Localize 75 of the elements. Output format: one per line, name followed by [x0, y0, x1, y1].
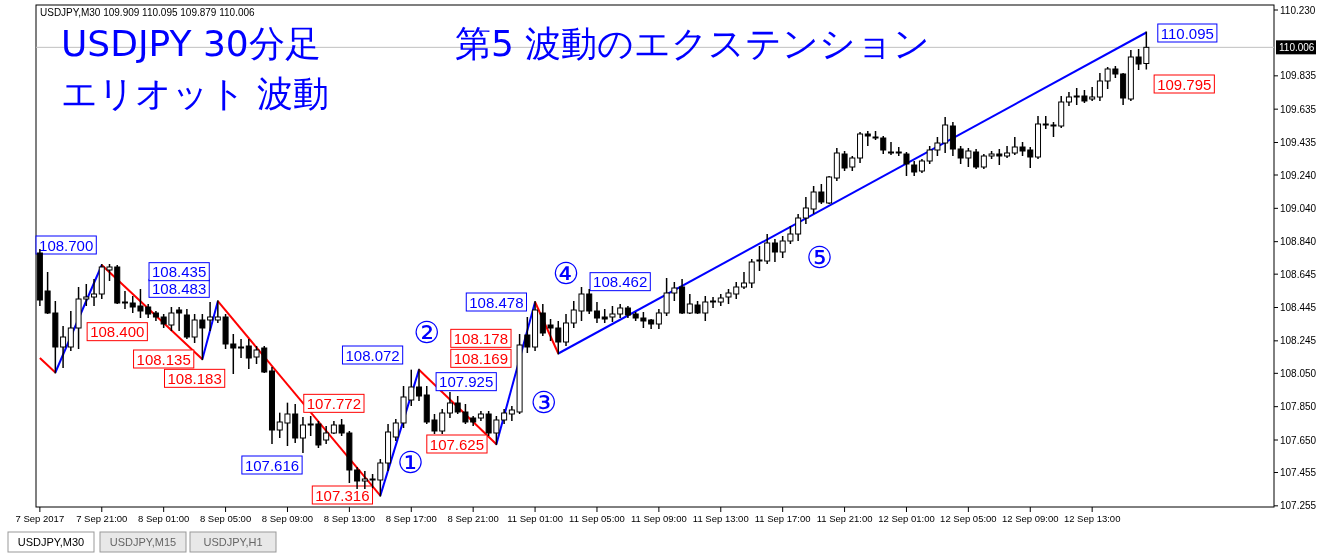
annotation: 107.772 [306, 394, 362, 412]
annotation: 108.169 [453, 349, 509, 367]
y-tick-label: 107.255 [1280, 500, 1317, 512]
candlestick [121, 290, 128, 310]
annotation: 108.435 [152, 263, 207, 281]
x-tick-label: 12 Sep 09:00 [1002, 513, 1059, 524]
y-tick-label: 109.835 [1280, 70, 1317, 82]
annotation: 108.183 [167, 369, 222, 387]
annotation: 107.625 [429, 435, 485, 453]
x-tick-label: 8 Sep 21:00 [447, 513, 499, 524]
y-tick-label: 108.245 [1280, 335, 1317, 347]
candlestick [299, 416, 306, 454]
annotation: 107.925 [439, 373, 494, 391]
annotation: ⑤ [805, 240, 833, 275]
candlestick [771, 238, 778, 263]
y-tick-label: 109.635 [1280, 103, 1317, 115]
y-tick-label: 110.230 [1280, 4, 1316, 16]
y-tick-label: 107.850 [1280, 401, 1317, 413]
y-tick-label: 109.435 [1280, 137, 1317, 148]
ref-line-label: 110.006 [1279, 41, 1315, 53]
annotation: 108.400 [90, 323, 145, 341]
text: USDJPY,H1 [203, 536, 263, 548]
x-tick-label: 12 Sep 13:00 [1063, 513, 1121, 524]
text: USDJPY,M30 [17, 536, 85, 548]
x-tick-label: 11 Sep 17:00 [754, 513, 811, 524]
text: USDJPY 30分足 [61, 23, 321, 64]
annotation: ③ [530, 385, 558, 420]
y-tick-label: 107.650 [1280, 434, 1317, 446]
y-tick-label: 108.840 [1280, 236, 1317, 248]
annotation: 108.178 [453, 329, 509, 347]
x-tick-label: 12 Sep 05:00 [940, 513, 997, 524]
x-tick-label: 11 Sep 09:00 [630, 513, 687, 524]
candlestick [415, 367, 423, 402]
y-tick-label: 109.240 [1280, 169, 1317, 181]
annotation: USDJPY,M30 109.909 110.095 109.879 110.006 [40, 7, 256, 18]
annotation: ② [413, 314, 441, 350]
annotation: ④ [552, 256, 580, 292]
candlestick [857, 131, 864, 164]
x-tick-label: 7 Sep 21:00 [76, 513, 128, 524]
annotation: 108.462 [593, 273, 648, 291]
candlestick [238, 338, 245, 359]
y-tick-label: 108.445 [1280, 302, 1317, 313]
x-tick-label: 8 Sep 01:00 [138, 513, 190, 524]
annotation: 108.135 [136, 350, 191, 368]
text: USDJPY,M15 [109, 536, 177, 548]
candlestick [710, 296, 717, 309]
x-tick-label: 11 Sep 21:00 [816, 513, 873, 524]
annotation: 109.795 [1157, 75, 1212, 93]
x-tick-label: 11 Sep 05:00 [569, 513, 625, 524]
annotation: 第5 波動のエクステンション [455, 23, 931, 64]
candlestick [91, 278, 98, 307]
candlestick [887, 141, 895, 156]
y-tick-label: 108.050 [1280, 367, 1317, 379]
text: エリオット 波動 [61, 73, 330, 114]
annotation: 107.316 [315, 486, 370, 504]
candlestick [563, 313, 570, 347]
y-tick-label: 107.455 [1280, 467, 1317, 478]
x-tick-label: 12 Sep 01:00 [878, 513, 935, 524]
x-tick-label: 11 Sep 13:00 [692, 513, 749, 524]
y-tick-label: 109.040 [1280, 202, 1317, 214]
x-tick-label: 7 Sep 2017 [15, 513, 65, 524]
x-tick-label: 8 Sep 17:00 [385, 513, 437, 524]
y-tick-label: 108.645 [1280, 268, 1317, 280]
x-tick-label: 8 Sep 05:00 [199, 513, 252, 524]
annotation: 108.483 [152, 279, 207, 297]
annotation: 107.616 [244, 456, 300, 474]
x-tick-label: 8 Sep 13:00 [323, 513, 375, 524]
x-tick-label: 8 Sep 09:00 [261, 513, 314, 524]
annotation: 110.095 [1160, 24, 1214, 42]
annotation: 108.700 [39, 236, 94, 254]
x-tick-label: 11 Sep 01:00 [507, 513, 563, 524]
annotation: ① [397, 445, 424, 480]
annotation: 108.072 [345, 346, 400, 364]
candlestick [593, 301, 600, 324]
annotation: 108.478 [469, 293, 524, 311]
